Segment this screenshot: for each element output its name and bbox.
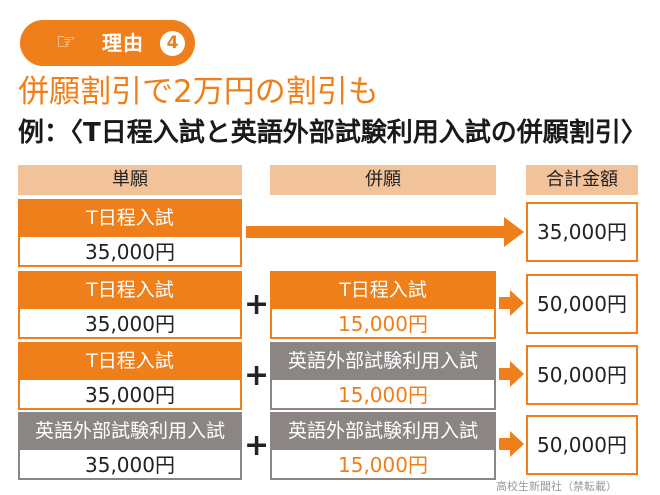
arrow-right-icon (499, 361, 524, 387)
plus-sign: + (244, 358, 270, 393)
exam-name: T日程入試 (20, 201, 240, 235)
single-card: T日程入試 35,000円 (18, 342, 242, 410)
exam-name: 英語外部試験利用入試 (272, 414, 494, 448)
pointing-hand-icon: ☞ (56, 30, 76, 55)
example-title: 例：〈T日程入試と英語外部試験利用入試の併願割引〉 (18, 118, 647, 148)
arrow-right-icon (499, 431, 524, 457)
total-amount: 35,000円 (526, 202, 638, 262)
badge-label: 理由 (102, 31, 144, 55)
column-header-single: 単願 (18, 165, 242, 195)
exam-price: 35,000円 (20, 235, 240, 267)
headline: 併願割引で2万円の割引も (18, 74, 379, 110)
single-card: T日程入試 35,000円 (18, 199, 242, 267)
exam-name: 英語外部試験利用入試 (272, 344, 494, 378)
total-amount: 50,000円 (526, 274, 638, 334)
plus-sign: + (244, 287, 270, 322)
arrow-right-icon (499, 290, 524, 316)
badge-number: 4 (160, 31, 185, 56)
exam-price: 15,000円 (272, 307, 494, 339)
exam-price: 15,000円 (272, 378, 494, 410)
combined-card: 英語外部試験利用入試 15,000円 (270, 342, 496, 410)
plus-sign: + (244, 428, 270, 463)
combined-card: T日程入試 15,000円 (270, 271, 496, 339)
exam-price: 35,000円 (20, 378, 240, 410)
long-arrow-icon (246, 217, 524, 247)
copyright-note: 高校生新聞社（禁転載） (496, 480, 617, 493)
exam-name: T日程入試 (20, 273, 240, 307)
column-header-combined: 併願 (270, 165, 496, 195)
exam-price: 35,000円 (20, 448, 240, 480)
exam-price: 35,000円 (20, 307, 240, 339)
reason-badge: ☞ 理由 4 (20, 20, 195, 66)
total-amount: 50,000円 (526, 345, 638, 405)
exam-price: 15,000円 (272, 448, 494, 480)
exam-name: T日程入試 (272, 273, 494, 307)
single-card: T日程入試 35,000円 (18, 271, 242, 339)
exam-name: T日程入試 (20, 344, 240, 378)
single-card: 英語外部試験利用入試 35,000円 (18, 412, 242, 480)
exam-name: 英語外部試験利用入試 (20, 414, 240, 448)
column-header-total: 合計金額 (526, 165, 638, 195)
combined-card: 英語外部試験利用入試 15,000円 (270, 412, 496, 480)
total-amount: 50,000円 (526, 415, 638, 475)
